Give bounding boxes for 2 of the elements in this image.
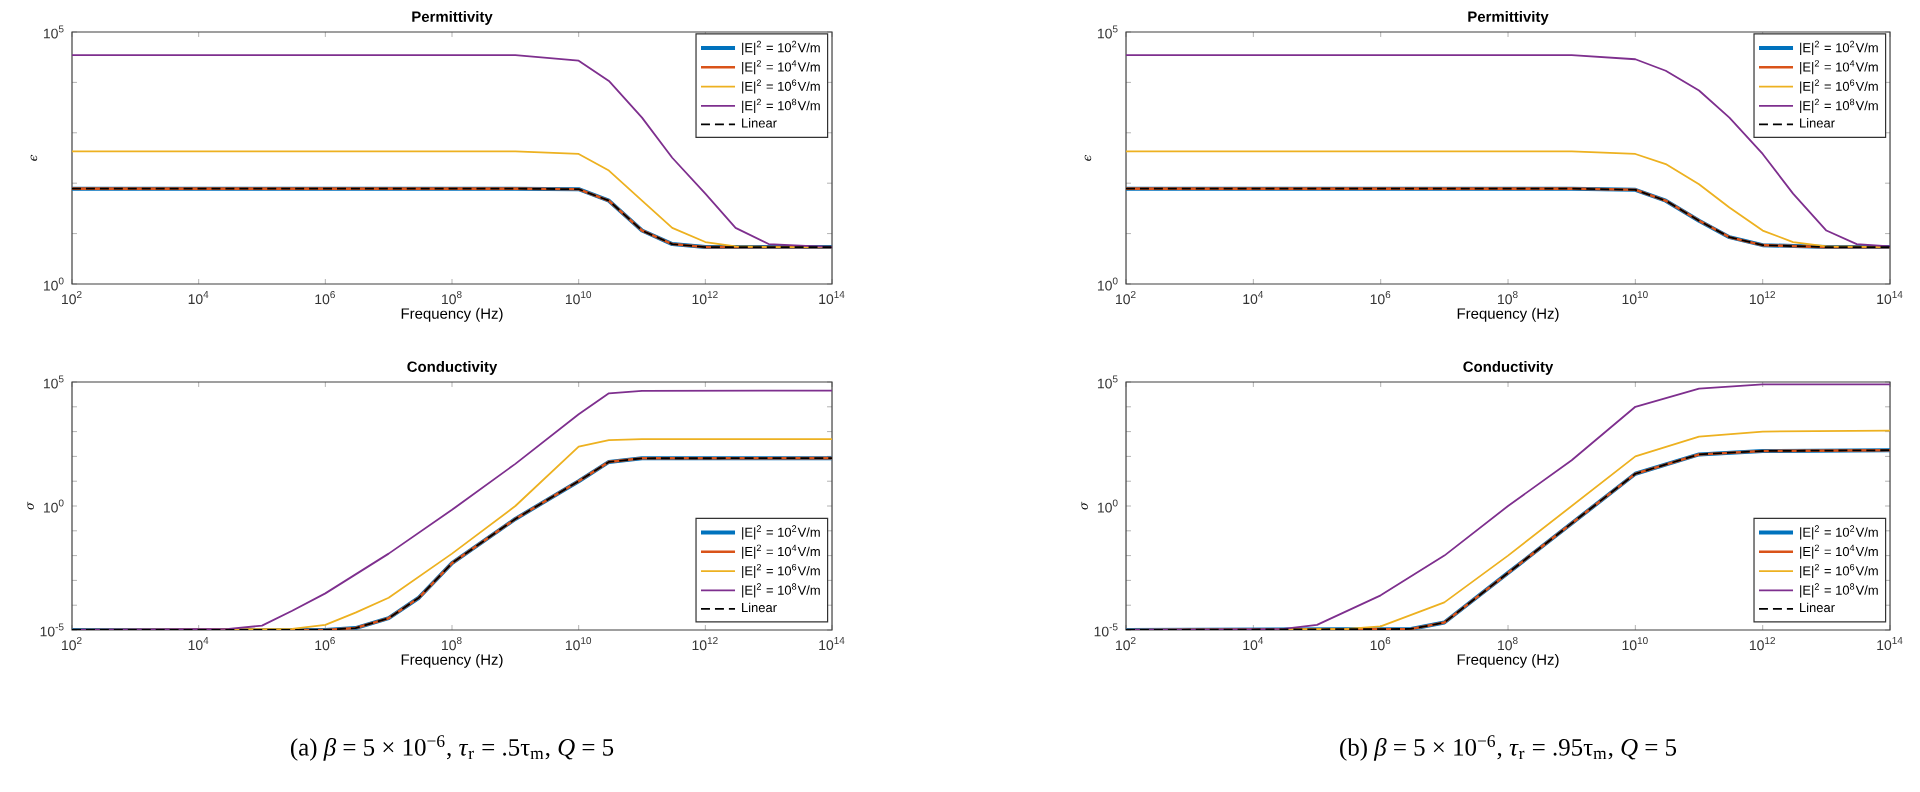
text: (a) β = 5 × 10$^{−6}$, τ$_{r}$ = .5τ$_{m}$, Q = 5 [290, 735, 614, 761]
text: (b) β = 5 × 10$^{−6}$, τ$_{r}$ = .95τ$_{m}$, Q = 5 [1340, 735, 1677, 761]
